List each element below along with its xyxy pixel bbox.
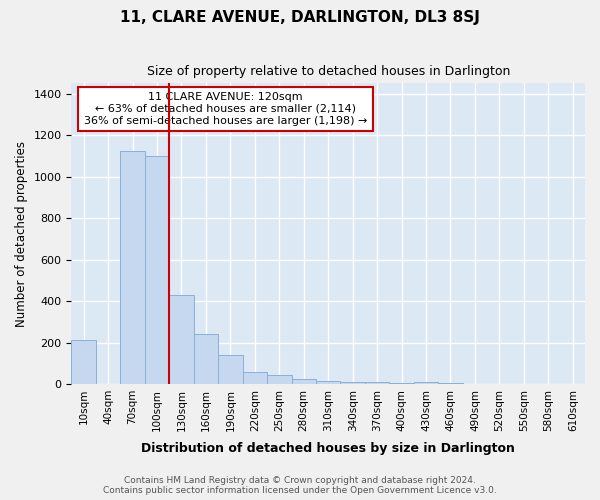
Bar [267,374,292,384]
Bar [145,156,169,384]
Bar [121,150,145,384]
Text: 11, CLARE AVENUE, DARLINGTON, DL3 8SJ: 11, CLARE AVENUE, DARLINGTON, DL3 8SJ [120,10,480,25]
Bar [71,340,96,384]
Bar [365,382,389,384]
X-axis label: Distribution of detached houses by size in Darlington: Distribution of detached houses by size … [141,442,515,455]
Bar [169,295,194,384]
Bar [389,383,414,384]
Bar [194,334,218,384]
Bar [316,381,340,384]
Text: 11 CLARE AVENUE: 120sqm
← 63% of detached houses are smaller (2,114)
36% of semi: 11 CLARE AVENUE: 120sqm ← 63% of detache… [84,92,367,126]
Title: Size of property relative to detached houses in Darlington: Size of property relative to detached ho… [146,65,510,78]
Bar [438,383,463,384]
Bar [218,355,242,384]
Bar [414,382,438,384]
Bar [242,372,267,384]
Text: Contains HM Land Registry data © Crown copyright and database right 2024.
Contai: Contains HM Land Registry data © Crown c… [103,476,497,495]
Y-axis label: Number of detached properties: Number of detached properties [15,140,28,326]
Bar [340,382,365,384]
Bar [292,379,316,384]
